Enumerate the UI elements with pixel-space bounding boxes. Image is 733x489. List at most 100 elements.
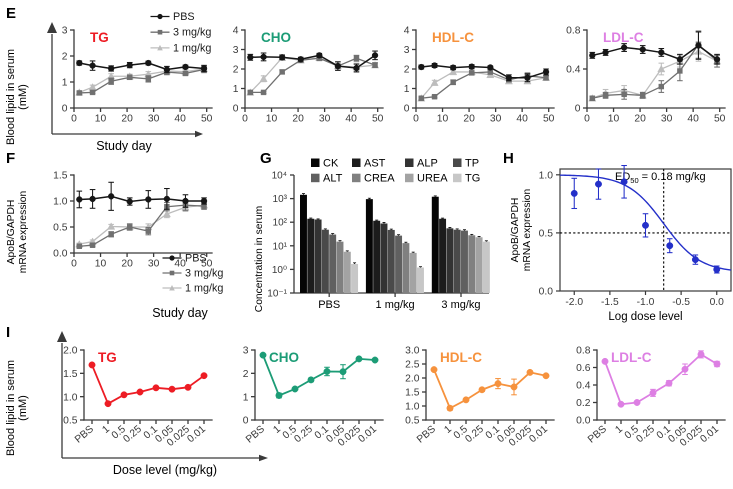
svg-text:0.8: 0.8 <box>576 346 591 357</box>
svg-text:TP: TP <box>465 158 479 170</box>
svg-text:2.5: 2.5 <box>405 360 420 371</box>
svg-text:ED50 = 0.18 mg/kg: ED50 = 0.18 mg/kg <box>615 171 706 185</box>
svg-text:3: 3 <box>233 45 239 56</box>
svg-text:0.4: 0.4 <box>576 381 591 392</box>
svg-text:0.5: 0.5 <box>53 223 68 234</box>
svg-text:0: 0 <box>233 104 239 115</box>
svg-text:0.0: 0.0 <box>576 416 591 427</box>
svg-text:-2.0: -2.0 <box>565 297 583 308</box>
svg-text:Blood lipid in serum: Blood lipid in serum <box>5 49 17 145</box>
svg-text:-0.5: -0.5 <box>672 297 690 308</box>
svg-text:1: 1 <box>404 84 410 95</box>
svg-text:0: 0 <box>71 259 77 270</box>
svg-text:0: 0 <box>243 416 249 427</box>
svg-text:3 mg/kg: 3 mg/kg <box>173 27 211 39</box>
svg-text:AST: AST <box>364 158 386 170</box>
svg-text:0: 0 <box>242 114 248 125</box>
svg-text:40: 40 <box>174 114 186 125</box>
svg-text:10²: 10² <box>273 218 288 229</box>
svg-text:1 mg/kg: 1 mg/kg <box>376 299 415 311</box>
svg-text:Log dose level: Log dose level <box>608 311 682 323</box>
svg-text:CHO: CHO <box>261 30 291 45</box>
svg-text:PBS: PBS <box>173 11 195 23</box>
svg-text:20: 20 <box>121 259 133 270</box>
svg-text:0.5: 0.5 <box>63 416 78 427</box>
svg-text:30: 30 <box>148 114 160 125</box>
svg-text:mRNA expression: mRNA expression <box>18 191 29 274</box>
svg-text:ApoB/GAPDH: ApoB/GAPDH <box>510 198 521 263</box>
svg-text:10¹: 10¹ <box>273 241 288 252</box>
svg-text:(mM): (mM) <box>17 395 29 421</box>
svg-text:0.4: 0.4 <box>566 65 581 76</box>
svg-text:0: 0 <box>413 114 419 125</box>
svg-text:CHO: CHO <box>269 350 299 365</box>
svg-text:PBS: PBS <box>318 299 340 311</box>
svg-text:Dose level (mg/kg): Dose level (mg/kg) <box>113 463 217 477</box>
svg-text:40: 40 <box>516 114 528 125</box>
svg-text:TG: TG <box>98 350 117 365</box>
svg-text:LDL-C: LDL-C <box>611 350 652 365</box>
svg-text:20: 20 <box>121 114 133 125</box>
svg-text:0: 0 <box>404 104 410 115</box>
svg-text:2: 2 <box>62 52 68 63</box>
svg-text:50: 50 <box>714 114 726 125</box>
svg-text:3 mg/kg: 3 mg/kg <box>441 299 480 311</box>
svg-text:1: 1 <box>62 78 68 89</box>
svg-text:3: 3 <box>243 346 249 357</box>
svg-text:0.0: 0.0 <box>710 297 725 308</box>
svg-text:ALT: ALT <box>323 173 343 185</box>
svg-text:2: 2 <box>404 65 410 76</box>
svg-text:10⁰: 10⁰ <box>272 265 287 276</box>
svg-text:0.0: 0.0 <box>53 249 68 260</box>
svg-text:10³: 10³ <box>273 194 288 205</box>
svg-text:4: 4 <box>404 26 410 37</box>
svg-text:0: 0 <box>584 114 590 125</box>
svg-text:CREA: CREA <box>364 173 395 185</box>
svg-text:H: H <box>503 150 514 167</box>
svg-text:3.0: 3.0 <box>405 346 420 357</box>
svg-text:10⁻¹: 10⁻¹ <box>267 289 287 300</box>
svg-text:30: 30 <box>490 114 502 125</box>
svg-text:-1.0: -1.0 <box>637 297 655 308</box>
svg-text:F: F <box>6 150 15 167</box>
svg-text:0.8: 0.8 <box>566 26 581 37</box>
svg-text:ALP: ALP <box>417 158 438 170</box>
svg-text:ApoB/GAPDH: ApoB/GAPDH <box>6 200 17 265</box>
svg-text:1.5: 1.5 <box>53 171 68 182</box>
svg-text:2: 2 <box>233 65 239 76</box>
svg-text:30: 30 <box>319 114 331 125</box>
svg-text:3: 3 <box>62 26 68 37</box>
svg-text:0.5: 0.5 <box>405 416 420 427</box>
svg-text:0.2: 0.2 <box>576 398 591 409</box>
svg-text:0: 0 <box>575 104 581 115</box>
svg-text:0.0: 0.0 <box>539 287 554 298</box>
svg-text:30: 30 <box>148 259 160 270</box>
svg-text:1.5: 1.5 <box>63 369 78 380</box>
svg-text:10⁴: 10⁴ <box>272 171 287 182</box>
svg-text:PBS: PBS <box>185 252 207 264</box>
svg-text:1.5: 1.5 <box>405 388 420 399</box>
svg-text:UREA: UREA <box>417 173 448 185</box>
svg-text:10: 10 <box>95 259 107 270</box>
svg-text:0.5: 0.5 <box>539 229 554 240</box>
svg-text:30: 30 <box>661 114 673 125</box>
svg-text:3 mg/kg: 3 mg/kg <box>185 267 223 279</box>
svg-text:10: 10 <box>266 114 278 125</box>
svg-text:50: 50 <box>201 114 213 125</box>
svg-text:HDL-C: HDL-C <box>432 30 474 45</box>
svg-text:(mM): (mM) <box>17 84 29 110</box>
svg-text:1 mg/kg: 1 mg/kg <box>173 42 211 54</box>
svg-text:Study day: Study day <box>152 306 208 320</box>
svg-text:40: 40 <box>687 114 699 125</box>
svg-text:3: 3 <box>404 45 410 56</box>
svg-text:1 mg/kg: 1 mg/kg <box>185 282 223 294</box>
svg-text:1.0: 1.0 <box>53 197 68 208</box>
svg-text:TG: TG <box>465 173 480 185</box>
svg-text:2.0: 2.0 <box>405 374 420 385</box>
svg-text:E: E <box>6 5 16 22</box>
svg-text:1: 1 <box>233 84 239 95</box>
svg-text:Concentration in serum: Concentration in serum <box>254 206 265 312</box>
svg-text:20: 20 <box>634 114 646 125</box>
svg-text:0: 0 <box>62 104 68 115</box>
svg-text:Study day: Study day <box>96 139 152 153</box>
